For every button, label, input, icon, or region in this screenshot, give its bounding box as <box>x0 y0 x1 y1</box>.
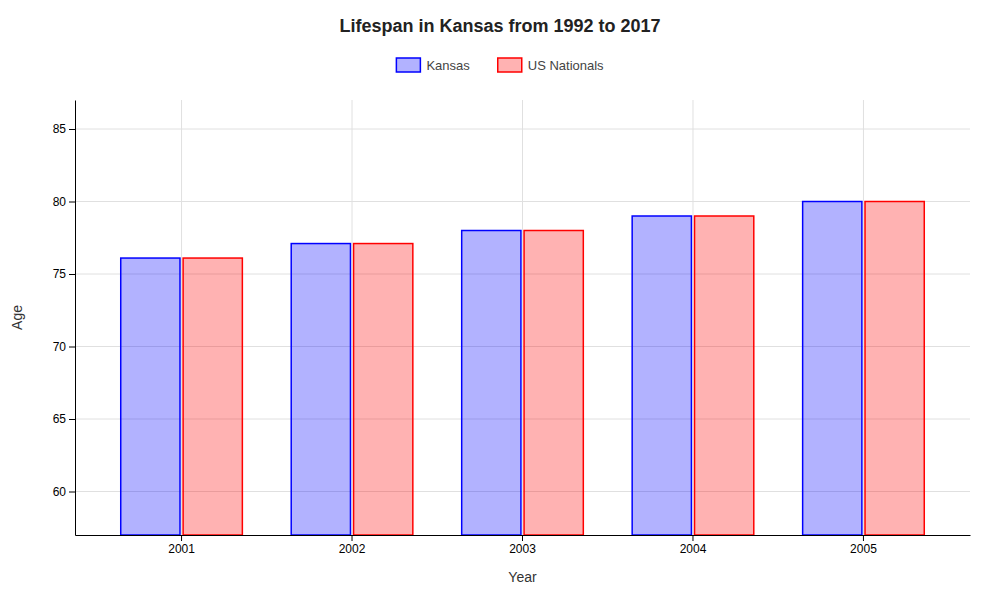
bar <box>121 258 180 535</box>
tick: 85 <box>53 122 75 136</box>
tick-label: 60 <box>53 485 67 499</box>
y-axis: 60 65 70 75 80 85 <box>53 101 76 536</box>
grid-line <box>181 100 182 535</box>
tick-mark <box>863 535 864 541</box>
tick-mark <box>69 202 75 203</box>
tick: 2004 <box>680 535 707 556</box>
bar <box>803 202 862 536</box>
tick-mark <box>352 535 353 541</box>
bar <box>865 202 924 536</box>
legend-swatch <box>498 58 522 72</box>
legend-swatch <box>396 58 420 72</box>
tick-label: 2002 <box>339 542 366 556</box>
tick-mark <box>69 274 75 275</box>
bar <box>524 231 583 536</box>
bar-series <box>183 202 924 536</box>
tick-label: 2004 <box>680 542 707 556</box>
x-axis: 2001 2002 2003 2004 2005 <box>76 535 971 556</box>
tick: 80 <box>53 195 75 209</box>
tick-label: 80 <box>53 195 67 209</box>
tick-mark <box>69 347 75 348</box>
chart: 2001 2002 2003 2004 2005 60 65 70 75 80 85 Lifespan… <box>0 0 1000 600</box>
tick: 2002 <box>339 535 366 556</box>
tick-label: 85 <box>53 122 67 136</box>
tick-mark <box>69 129 75 130</box>
tick-label: 2005 <box>850 542 877 556</box>
grid-line <box>692 100 693 535</box>
tick-mark <box>69 492 75 493</box>
grid <box>75 100 970 535</box>
legend-label: US Nationals <box>528 58 604 73</box>
grid-line <box>522 100 523 535</box>
bar <box>291 244 350 535</box>
tick-mark <box>522 535 523 541</box>
tick: 75 <box>53 267 75 281</box>
tick-mark <box>692 535 693 541</box>
bars <box>121 202 925 536</box>
tick-mark <box>69 419 75 420</box>
tick-label: 70 <box>53 340 67 354</box>
bar <box>183 258 242 535</box>
bar-series <box>121 202 862 536</box>
title: Lifespan in Kansas from 1992 to 2017 <box>339 16 660 36</box>
y-axis-title: Age <box>9 305 25 330</box>
legend-label: Kansas <box>426 58 470 73</box>
x-axis-title: Year <box>508 569 537 585</box>
legend-item: Kansas <box>396 58 470 73</box>
grid-line <box>863 100 864 535</box>
tick: 60 <box>53 485 75 499</box>
axis-line <box>75 101 76 536</box>
tick-label: 2001 <box>168 542 195 556</box>
tick: 2003 <box>509 535 536 556</box>
tick-label: 65 <box>53 412 67 426</box>
tick-mark <box>181 535 182 541</box>
bar <box>632 216 691 535</box>
bar <box>695 216 754 535</box>
grid-line <box>352 100 353 535</box>
tick: 65 <box>53 412 75 426</box>
tick: 70 <box>53 340 75 354</box>
bar <box>462 231 521 536</box>
tick: 2005 <box>850 535 877 556</box>
tick-label: 75 <box>53 267 67 281</box>
legend-item: US Nationals <box>498 58 604 73</box>
tick: 2001 <box>168 535 195 556</box>
plot: 2001 2002 2003 2004 2005 60 65 70 75 80 85 <box>53 100 971 556</box>
tick-label: 2003 <box>509 542 536 556</box>
legend: Kansas US Nationals <box>396 58 604 73</box>
bar <box>354 244 413 535</box>
